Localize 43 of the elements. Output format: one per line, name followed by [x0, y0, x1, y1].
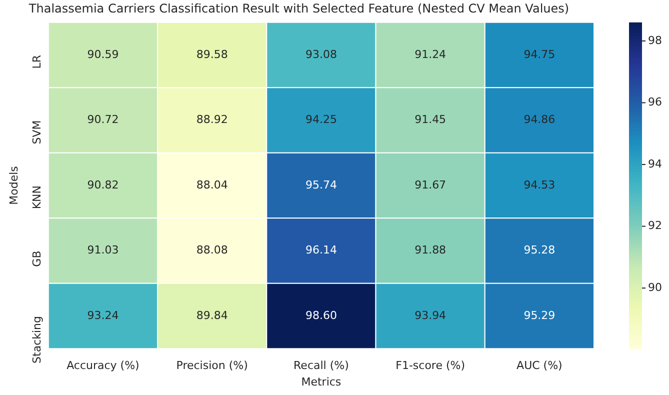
data-label: 91.45 [414, 113, 446, 126]
data-label: 88.92 [196, 113, 228, 126]
x-tick-label: Precision (%) [176, 359, 248, 372]
color-bar-label: 96 [648, 96, 662, 109]
data-label: 88.04 [196, 178, 228, 192]
y-tick-label: LR [30, 54, 44, 69]
chart-title: Thalassemia Carriers Classification Result with Selected Feature (Nested CV Mean Values) [28, 1, 570, 16]
color-bar-label: 92 [648, 219, 662, 232]
data-label: 90.59 [87, 48, 119, 61]
data-label: 91.24 [414, 48, 446, 61]
data-label: 90.82 [87, 178, 119, 192]
data-label: 98.60 [305, 308, 337, 322]
color-bar-label: 98 [648, 34, 662, 47]
data-label: 96.14 [305, 244, 337, 257]
x-tick-label: Accuracy (%) [66, 359, 140, 372]
data-label: 95.28 [524, 244, 556, 257]
y-tick-label: Stacking [30, 316, 44, 364]
x-tick-label: Recall (%) [294, 359, 349, 372]
data-label: 89.84 [196, 308, 228, 322]
x-tick-label: F1-score (%) [396, 359, 466, 372]
y-tick-label: SVM [30, 120, 44, 144]
color-bar-label: 94 [648, 157, 662, 170]
data-label: 88.08 [196, 244, 228, 257]
data-label: 93.08 [305, 48, 337, 61]
x-axis-title: Metrics [301, 375, 342, 388]
data-label: 93.24 [87, 308, 119, 322]
x-tick-label: AUC (%) [516, 359, 562, 372]
data-label: 95.74 [305, 178, 337, 192]
data-label: 94.25 [305, 113, 337, 126]
data-label: 94.75 [524, 48, 556, 61]
data-label: 91.67 [414, 178, 446, 192]
data-label: 94.86 [524, 113, 556, 126]
data-label: 94.53 [524, 178, 556, 192]
y-axis-title: Models [7, 166, 20, 205]
data-label: 93.94 [414, 308, 446, 322]
color-bar-label: 90 [648, 280, 662, 294]
data-label: 91.03 [87, 244, 119, 257]
data-label: 89.58 [196, 48, 228, 61]
y-tick-label: KNN [30, 186, 44, 210]
data-label: 95.29 [524, 308, 556, 322]
data-label: 90.72 [87, 113, 119, 126]
data-label: 91.88 [414, 244, 446, 257]
y-tick-label: GB [30, 250, 44, 267]
